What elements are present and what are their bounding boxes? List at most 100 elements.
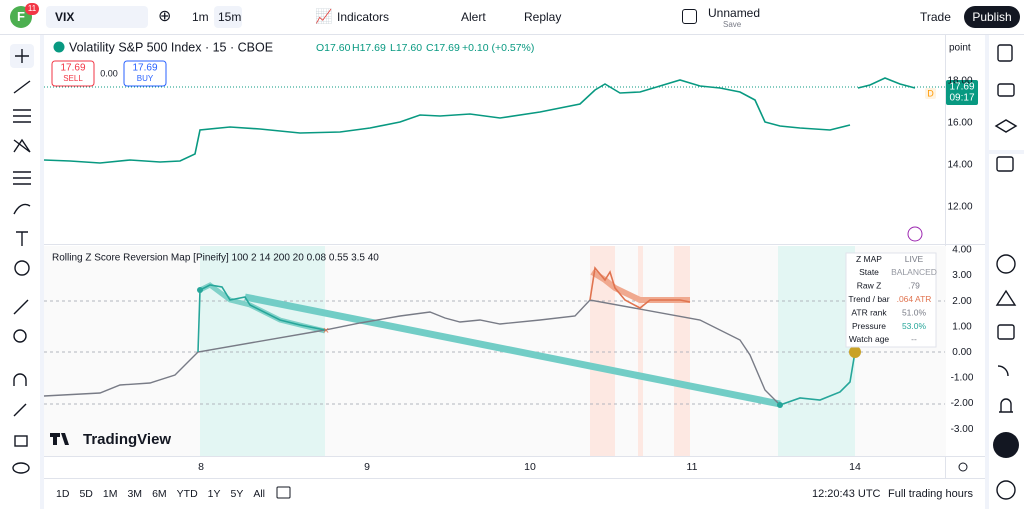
z-label: 1.00 <box>952 321 972 332</box>
time-label: 11 <box>687 461 698 473</box>
indicators-icon: 📈 <box>315 8 333 24</box>
clock: 12:20:43 UTC <box>812 488 881 500</box>
indicators-button[interactable]: Indicators <box>337 10 390 24</box>
z-label: -3.00 <box>951 424 974 435</box>
zone <box>638 246 643 456</box>
spread: 0.00 <box>100 68 118 78</box>
range-button[interactable]: 1Y <box>208 488 221 500</box>
table-value: -- <box>911 334 917 344</box>
price-marker: D <box>927 88 934 98</box>
top-bar <box>0 0 1024 35</box>
z-label: -1.00 <box>951 373 974 384</box>
range-button[interactable]: 5D <box>79 488 93 500</box>
table-key: Z MAP <box>856 254 882 264</box>
right-toolbar <box>985 35 1024 509</box>
signal-dot <box>777 402 783 408</box>
trade-button[interactable]: Trade <box>920 10 951 24</box>
sell-price: 17.69 <box>60 63 85 74</box>
interval[interactable]: 1m <box>192 10 209 24</box>
session[interactable]: Full trading hours <box>888 488 973 500</box>
time-label: 14 <box>849 461 861 473</box>
drawing-tools[interactable] <box>10 44 34 474</box>
layout-icon <box>682 9 697 24</box>
z-line <box>197 284 326 353</box>
live-dot <box>849 346 861 358</box>
range-button[interactable]: 6M <box>152 488 167 500</box>
z-label: 0.00 <box>952 347 972 358</box>
left-toolbar <box>0 35 44 509</box>
range-button[interactable]: 1D <box>56 488 70 500</box>
range-button[interactable]: YTD <box>177 488 198 500</box>
alert-button[interactable]: Alert <box>461 10 486 24</box>
indicator-title: Rolling Z Score Reversion Map [Pineify] … <box>52 253 379 264</box>
price-line <box>43 79 851 164</box>
range-button[interactable]: 3M <box>127 488 142 500</box>
z-line <box>43 299 781 406</box>
logo-text: TradingView <box>83 431 171 448</box>
range-button[interactable]: 5Y <box>231 488 244 500</box>
time-label: 9 <box>364 461 370 473</box>
symbol: VIX <box>55 10 75 24</box>
level-lines <box>44 300 945 405</box>
symbol-search[interactable] <box>46 6 148 28</box>
ohlc-change: +0.10 (+0.57%) <box>462 42 534 54</box>
ohlc-high: H17.69 <box>352 42 386 54</box>
exit-marker: × <box>323 325 329 337</box>
countdown: 09:17 <box>949 93 974 104</box>
interval[interactable]: 15m <box>218 10 242 24</box>
date-range-icon[interactable] <box>276 486 291 499</box>
table-key: Trend / bar <box>848 294 889 304</box>
legend-title: Volatility S&P 500 Index · 15 · CBOE <box>69 40 273 54</box>
buy-button[interactable] <box>123 60 167 87</box>
axis-unit: point <box>949 43 971 54</box>
table-key: State <box>859 267 879 277</box>
range-button[interactable]: 1M <box>103 488 118 500</box>
layout-name[interactable]: Unnamed <box>708 6 761 20</box>
price-label: 14.00 <box>947 160 972 171</box>
ohlc-close: C17.69 <box>426 42 460 54</box>
publish-button[interactable]: Publish <box>964 6 1020 28</box>
interval-active-bg <box>214 6 242 28</box>
sell-button[interactable] <box>51 60 95 87</box>
table-key: Pressure <box>852 321 886 331</box>
last-price: 17.69 <box>949 82 974 93</box>
table-value: BALANCED <box>891 267 937 277</box>
table-value: 53.0% <box>902 321 927 331</box>
zone <box>674 246 690 456</box>
badge: 11 <box>25 3 39 15</box>
z-label: -2.00 <box>951 398 974 409</box>
replay-button[interactable]: Replay <box>524 10 562 24</box>
zone <box>200 246 325 456</box>
separator <box>988 150 1024 154</box>
alert-icon[interactable] <box>907 226 923 242</box>
table-key: ATR rank <box>851 307 887 317</box>
ohlc-low: L17.60 <box>390 42 422 54</box>
table-value: .79 <box>908 281 920 291</box>
price-label: 12.00 <box>947 202 972 213</box>
table-value: LIVE <box>905 254 924 264</box>
buy-price: 17.69 <box>132 63 157 74</box>
table-value: .064 ATR <box>897 294 932 304</box>
settings-icon[interactable] <box>958 462 968 472</box>
time-label: 8 <box>198 461 204 473</box>
time-label: 10 <box>524 461 536 473</box>
sell-label: SELL <box>63 74 83 83</box>
range-button[interactable]: All <box>253 488 265 500</box>
price-line <box>857 77 916 89</box>
market-status <box>53 41 65 53</box>
zone <box>778 246 855 456</box>
logo-mark <box>50 433 69 445</box>
apps-button[interactable] <box>993 432 1019 458</box>
compare-icon[interactable]: ⊕ <box>158 8 172 25</box>
price-label: 18.00 <box>947 76 972 87</box>
z-label: 4.00 <box>952 245 972 256</box>
trend-line <box>244 293 781 408</box>
buy-label: BUY <box>137 74 154 83</box>
price-label: 16.00 <box>947 118 972 129</box>
side-panel-icons[interactable] <box>994 44 1018 500</box>
table-key: Watch age <box>849 334 890 344</box>
signal-dot <box>197 287 203 293</box>
marker-bg <box>925 88 936 99</box>
